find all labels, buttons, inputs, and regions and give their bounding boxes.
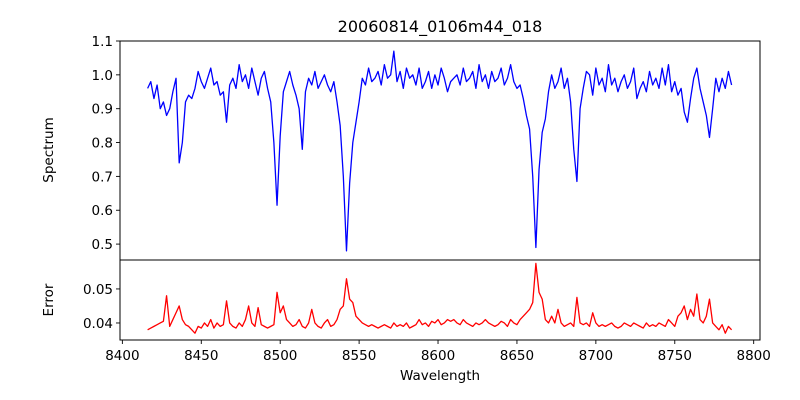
error-axes-frame bbox=[119, 259, 761, 341]
x-tick-label: 8800 bbox=[737, 348, 771, 364]
x-tick-label: 8500 bbox=[263, 348, 297, 364]
spectrum-y-tick-label: 0.7 bbox=[92, 169, 113, 185]
spectrum-y-tick-label: 0.9 bbox=[92, 102, 113, 118]
chart-title: 20060814_0106m44_018 bbox=[338, 17, 543, 37]
x-tick-label: 8700 bbox=[579, 348, 613, 364]
error-y-axis-label: Error bbox=[41, 283, 57, 316]
spectrum-series-line bbox=[147, 50, 733, 252]
x-tick-label: 8400 bbox=[105, 348, 139, 364]
x-tick-label: 8600 bbox=[421, 348, 455, 364]
x-tick-label: 8650 bbox=[500, 348, 534, 364]
spectrum-y-tick-label: 0.5 bbox=[92, 237, 113, 253]
spectrum-y-tick-label: 1.0 bbox=[92, 68, 113, 84]
x-tick-label: 8750 bbox=[658, 348, 692, 364]
spectrum-y-axis-label: Spectrum bbox=[41, 117, 57, 182]
error-y-tick-label: 0.04 bbox=[83, 316, 113, 332]
x-tick-label: 8550 bbox=[342, 348, 376, 364]
spectrum-y-tick-label: 1.1 bbox=[92, 34, 113, 50]
spectrum-y-tick-label: 0.6 bbox=[92, 203, 113, 219]
spectrum-y-tick-label: 0.8 bbox=[92, 136, 113, 152]
x-tick-label: 8450 bbox=[184, 348, 218, 364]
error-series-line bbox=[147, 262, 733, 334]
x-axis-label: Wavelength bbox=[400, 368, 480, 384]
error-y-tick-label: 0.05 bbox=[83, 282, 113, 298]
